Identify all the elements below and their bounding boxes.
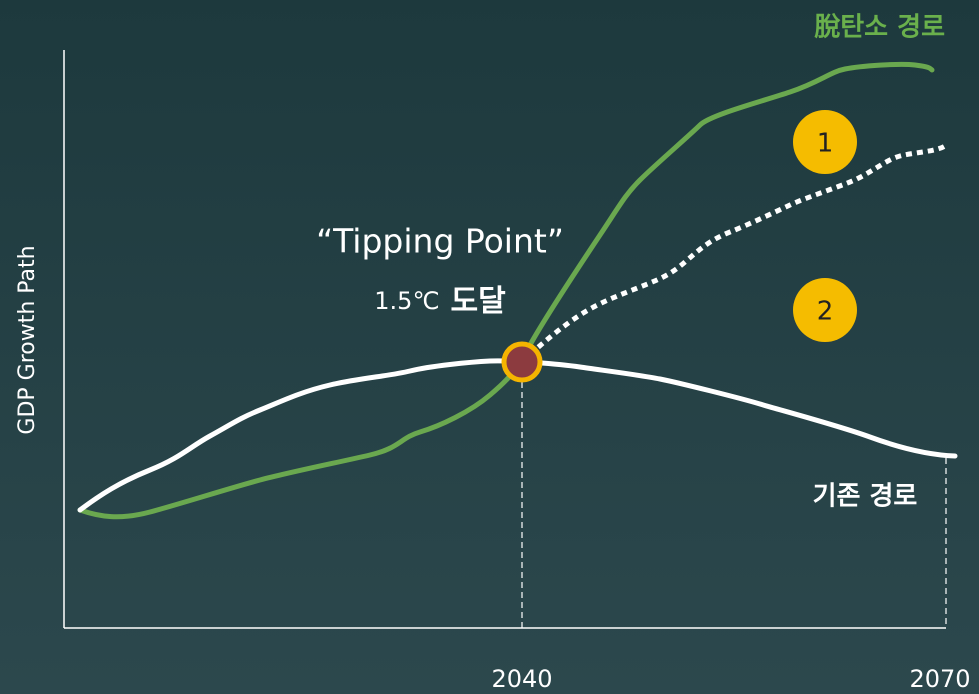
marker-1: 1 [817, 129, 834, 159]
x-label-2040: 2040 [491, 665, 552, 693]
decarbonization-label: 脫탄소 경로 [814, 13, 945, 43]
existing-curve [77, 358, 958, 513]
existing-label: 기존 경로 [813, 482, 918, 512]
marker-2-circle [793, 278, 857, 342]
tipping-subtitle: 1.5℃ 도달 [374, 284, 506, 319]
x-label-2070: 2070 [909, 665, 970, 693]
tipping-title: “Tipping Point” [316, 222, 564, 261]
reached: 도달 [451, 284, 507, 319]
alternative-curve [520, 143, 947, 364]
marker-2: 2 [817, 297, 834, 327]
y-axis-label: GDP Growth Path [15, 245, 40, 434]
decarbonization-curve [77, 61, 935, 520]
tipping-marker [501, 341, 543, 383]
marker-1-circle [793, 110, 857, 174]
temperature: 1.5℃ [374, 287, 439, 315]
